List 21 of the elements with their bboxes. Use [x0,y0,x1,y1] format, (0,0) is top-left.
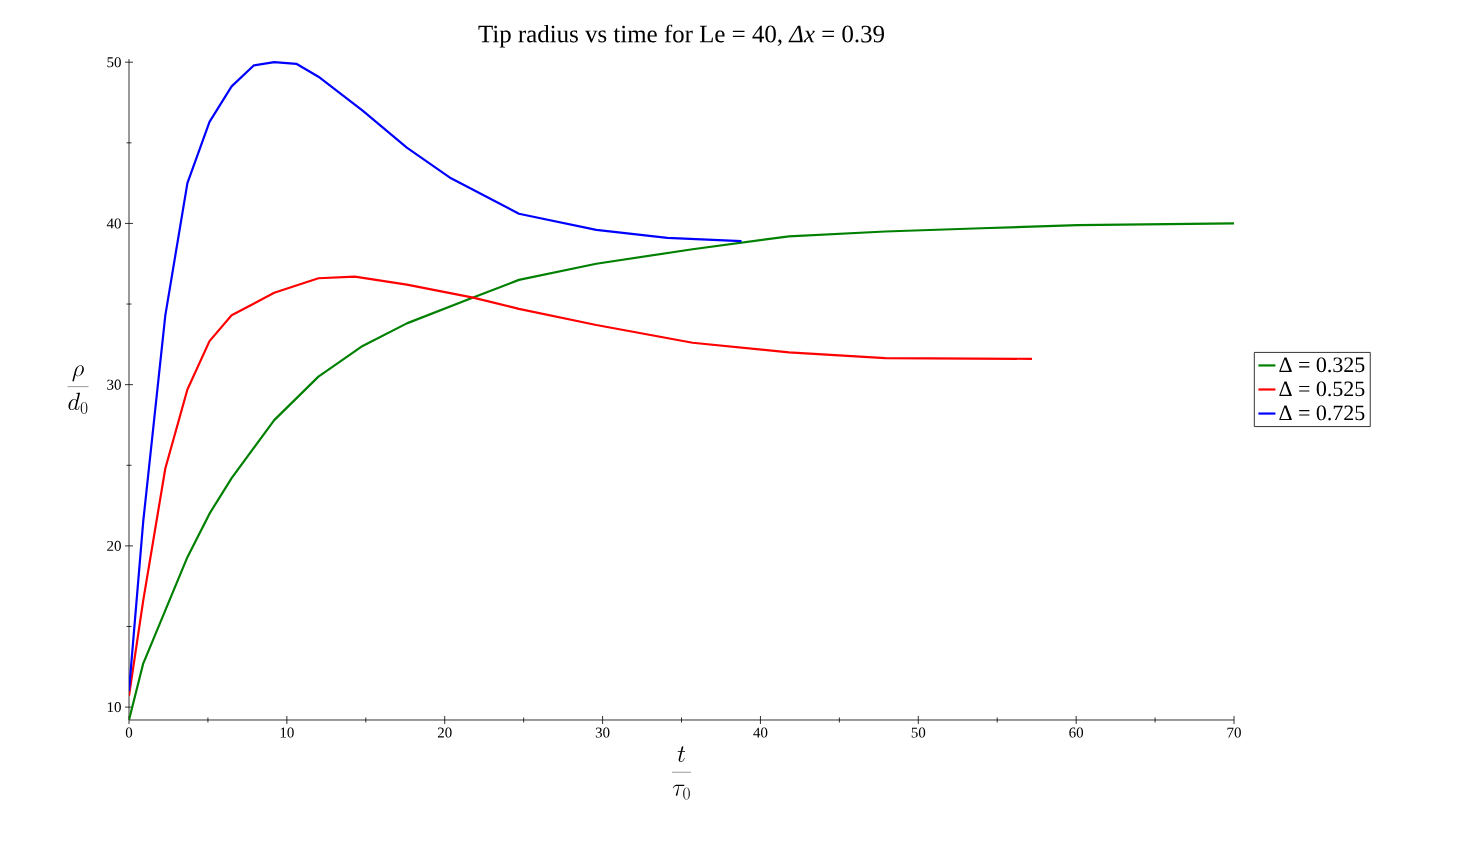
legend-label: Δ = 0.525 [1279,381,1365,397]
y-tick-label: 50 [107,57,121,68]
y-axis-title: $\frac{\rho}{d_0}$ [67,365,89,414]
y-tick-label: 10 [107,702,121,713]
legend-label: Δ = 0.325 [1279,357,1365,373]
x-tick-label: 10 [280,727,294,738]
x-tick-label: 50 [911,727,926,738]
y-tick-label: 20 [107,540,121,551]
x-tick-label: 30 [595,727,610,738]
legend-label: Δ = 0.725 [1279,405,1365,421]
line-series [129,275,1034,697]
line-series [129,61,743,693]
x-tick-label: 60 [1069,727,1084,738]
y-tick-label: 30 [107,379,121,390]
x-tick-label: 70 [1227,727,1241,738]
chart-title: Tip radius vs time for Le = 40, Δx = 0.39 [478,24,884,48]
x-axis-title: $\frac{t}{\tau_0}$ [672,746,691,800]
x-tick-label: 0 [125,727,133,738]
x-tick-label: 20 [437,727,452,738]
y-tick-label: 40 [106,218,121,229]
x-tick-label: 40 [753,727,768,738]
